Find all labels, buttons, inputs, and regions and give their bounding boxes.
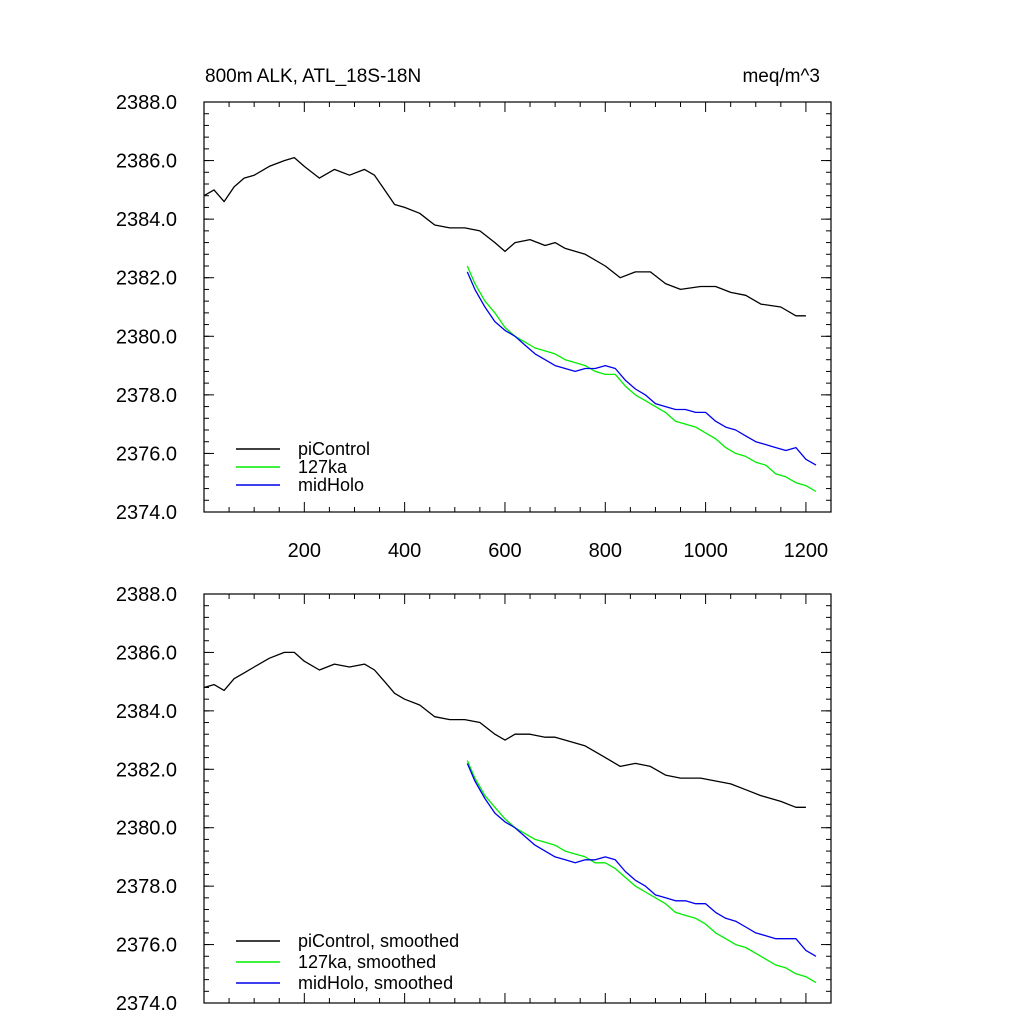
y-tick-label: 2386.0 — [116, 642, 177, 664]
y-tick-label: 2374.0 — [116, 993, 177, 1015]
y-tick-label: 2380.0 — [116, 326, 177, 348]
bottom-panel: 2374.0 2376.0 2378.0 2380.0 2382.0 2384.0 2386… — [116, 584, 832, 1015]
y-tick-label: 2378.0 — [116, 876, 177, 898]
units-label: meq/m^3 — [742, 66, 820, 87]
y-tick-label: 2384.0 — [116, 701, 177, 723]
plot-frame — [203, 593, 832, 1004]
legend-label: midHolo — [298, 475, 364, 495]
y-tick-label: 2374.0 — [116, 502, 177, 524]
legend-label: midHolo, smoothed — [298, 973, 453, 993]
series-line-midHolo — [466, 763, 817, 957]
x-tick-label: 200 — [288, 540, 321, 562]
x-tick-label: 400 — [388, 540, 421, 562]
series-line-piControl — [203, 156, 806, 317]
chart-title: 800m ALK, ATL_18S-18N — [205, 66, 421, 87]
y-tick-label: 2384.0 — [116, 209, 177, 231]
y-tick-label: 2376.0 — [116, 935, 177, 957]
series-line-127ka — [466, 760, 817, 984]
series-line-midHolo — [466, 271, 817, 466]
y-tick-label: 2388.0 — [116, 584, 177, 606]
plot-frame — [203, 101, 832, 513]
legend-label: 127ka — [298, 457, 348, 477]
y-tick-label: 2382.0 — [116, 759, 177, 781]
legend-label: piControl — [298, 439, 370, 459]
x-tick-label: 800 — [589, 540, 622, 562]
legend-label: 127ka, smoothed — [298, 952, 436, 972]
series-line-127ka — [466, 265, 817, 493]
y-tick-label: 2382.0 — [116, 268, 177, 290]
x-tick-label: 1200 — [784, 540, 829, 562]
y-tick-label: 2380.0 — [116, 818, 177, 840]
legend-label: piControl, smoothed — [298, 931, 459, 951]
y-tick-label: 2386.0 — [116, 151, 177, 173]
x-tick-label: 1000 — [683, 540, 728, 562]
y-tick-label: 2388.0 — [116, 92, 177, 114]
y-tick-label: 2376.0 — [116, 443, 177, 465]
series-line-piControl — [203, 651, 806, 808]
x-tick-label: 600 — [488, 540, 521, 562]
top-panel: 2374.0 2376.0 2378.0 2380.0 2382.0 2384.0 2386… — [116, 92, 832, 562]
y-tick-label: 2378.0 — [116, 385, 177, 407]
